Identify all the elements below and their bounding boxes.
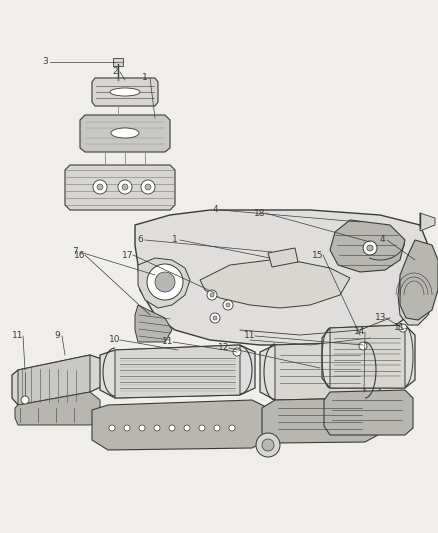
Polygon shape [15,392,100,425]
Polygon shape [92,78,158,106]
Text: 15: 15 [312,251,324,260]
Text: 12: 12 [218,343,230,352]
Text: 18: 18 [254,208,266,217]
Text: 4: 4 [379,236,385,245]
Circle shape [109,425,115,431]
Text: 3: 3 [42,58,48,67]
Text: 11: 11 [394,324,406,333]
Polygon shape [135,210,430,345]
Ellipse shape [110,88,140,96]
Circle shape [155,272,175,292]
Circle shape [359,342,367,350]
Circle shape [214,425,220,431]
Polygon shape [330,325,405,388]
Circle shape [223,300,233,310]
Polygon shape [80,115,170,152]
Circle shape [184,425,190,431]
Polygon shape [322,325,415,388]
Circle shape [233,348,241,356]
Text: 16: 16 [74,251,86,260]
Circle shape [139,425,145,431]
Text: 11: 11 [162,337,174,346]
Text: 14: 14 [354,327,366,336]
Circle shape [97,184,103,190]
Text: 17: 17 [122,251,134,260]
Polygon shape [92,400,268,450]
Circle shape [213,316,217,320]
Polygon shape [275,342,365,400]
Circle shape [122,184,128,190]
Circle shape [207,290,217,300]
Polygon shape [262,398,378,443]
Text: 7: 7 [72,247,78,256]
Polygon shape [324,390,413,435]
Circle shape [21,396,29,404]
Polygon shape [100,345,255,398]
Text: 11: 11 [244,332,256,341]
Circle shape [399,324,407,332]
Circle shape [93,180,107,194]
Circle shape [226,303,230,307]
Text: 11: 11 [12,332,24,341]
Polygon shape [12,355,105,405]
Polygon shape [200,260,350,308]
Circle shape [141,180,155,194]
Circle shape [210,313,220,323]
Text: 10: 10 [109,335,121,344]
Polygon shape [135,305,172,342]
Circle shape [256,433,280,457]
Polygon shape [18,355,90,405]
Text: 2: 2 [112,68,118,77]
Circle shape [229,425,235,431]
Text: 6: 6 [137,236,143,245]
Polygon shape [400,240,438,320]
Circle shape [262,439,274,451]
Text: 1: 1 [142,74,148,83]
Polygon shape [420,213,435,231]
Circle shape [145,184,151,190]
Circle shape [210,293,214,297]
Circle shape [154,425,160,431]
Polygon shape [330,220,405,272]
Circle shape [363,241,377,255]
Circle shape [367,245,373,251]
Polygon shape [260,342,380,400]
Polygon shape [268,248,298,267]
Polygon shape [115,345,240,398]
Polygon shape [398,258,436,325]
Polygon shape [138,258,190,308]
Circle shape [169,425,175,431]
Text: 9: 9 [54,332,60,341]
Text: 4: 4 [212,206,218,214]
Text: 13: 13 [375,313,387,322]
Circle shape [118,180,132,194]
Circle shape [147,264,183,300]
Text: 1: 1 [172,236,178,245]
Polygon shape [65,165,175,210]
Ellipse shape [111,128,139,138]
Circle shape [199,425,205,431]
Polygon shape [113,58,123,66]
Circle shape [124,425,130,431]
